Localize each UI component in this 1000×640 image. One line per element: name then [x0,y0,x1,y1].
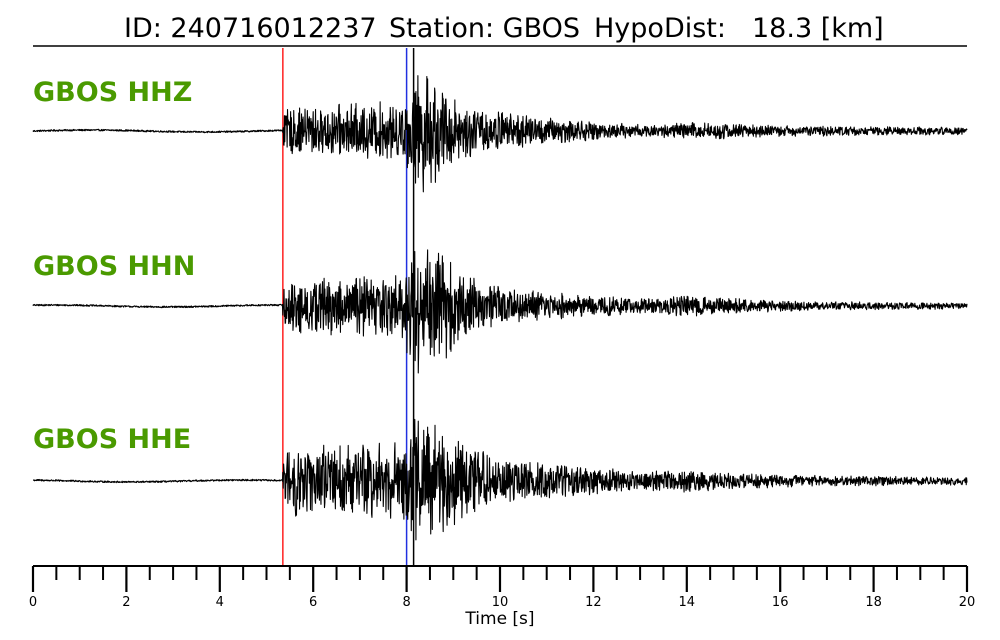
channel-label: GBOS HHZ [33,77,192,108]
tick-label: 16 [772,595,789,610]
channel-label: GBOS HHN [33,251,195,282]
time-axis: 0 2 4 6 8 10 12 14 16 18 20 [29,565,976,610]
trace-1 [32,249,968,374]
tick-label: 8 [402,595,410,610]
event-id: ID: 240716012237 [124,13,377,44]
x-axis-label: Time [s] [464,609,534,629]
tick-label: 20 [959,595,976,610]
hypodist-value: 18.3 [km] [752,13,884,44]
tick-label: 2 [122,595,130,610]
figure-header: ID: 240716012237 Station: GBOS HypoDist:… [124,13,884,44]
tick-label: 0 [29,595,37,610]
waveform-traces [32,75,968,541]
tick-label: 18 [865,595,882,610]
tick-label: 14 [679,595,696,610]
trace-0 [32,75,968,193]
tick-label: 4 [216,595,224,610]
tick-label: 6 [309,595,317,610]
trace-2 [32,418,968,541]
channel-label: GBOS HHE [33,424,191,455]
channel-labels: GBOS HHZ GBOS HHN GBOS HHE [33,77,195,455]
tick-label: 10 [492,595,509,610]
station-name: Station: GBOS [389,13,580,44]
hypodist-label: HypoDist: [594,13,726,44]
tick-label: 12 [585,595,602,610]
